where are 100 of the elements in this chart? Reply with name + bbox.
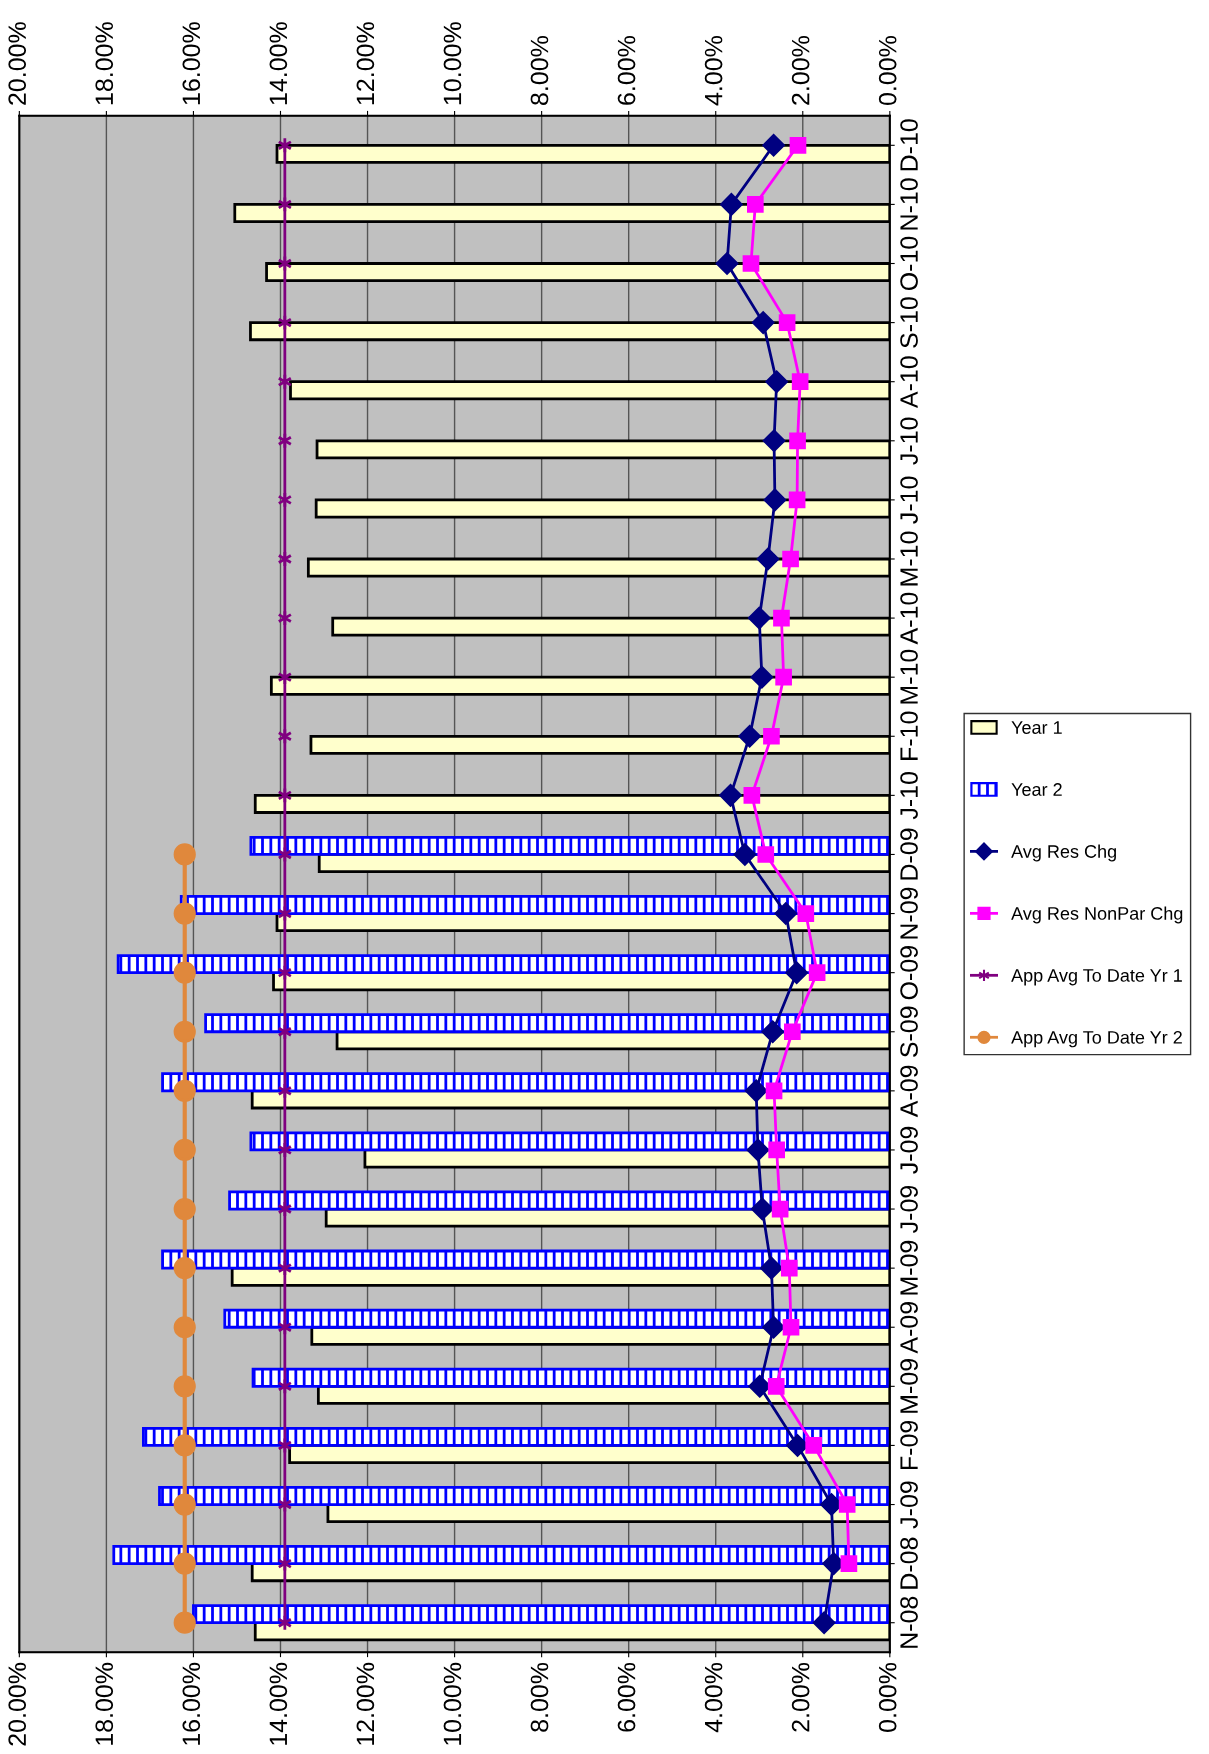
legend-label: Year 2 [1011, 783, 1062, 796]
x2-tick-label: 0.00% [878, 1662, 897, 1732]
bar [249, 835, 890, 856]
y-tick-label: A-10 [900, 592, 918, 645]
point [173, 902, 196, 925]
point [812, 1611, 836, 1634]
point [173, 1020, 196, 1043]
point [743, 787, 761, 804]
bar [249, 1131, 890, 1152]
point [782, 550, 799, 568]
y-tick-label: S-09 [900, 1006, 918, 1058]
x-tick-label: 4.00% [704, 36, 723, 106]
x2-tick-label: 4.00% [704, 1662, 723, 1733]
point [746, 1138, 770, 1162]
y-tick-label: N-08 [900, 1596, 918, 1648]
bar [251, 1367, 890, 1388]
y-tick-label: J-10 [900, 417, 918, 465]
point [763, 727, 780, 745]
x-tick-label: 10.00% [443, 22, 462, 105]
point [762, 1316, 785, 1339]
point [173, 961, 196, 984]
y-tick-label: A-09 [900, 1065, 918, 1118]
point [738, 725, 761, 748]
point [742, 255, 760, 272]
point [173, 1493, 196, 1516]
point [775, 668, 792, 686]
y-tick-label: F-09 [900, 1420, 918, 1470]
y-tick-label: M-10 [900, 649, 918, 704]
x-tick-label: 2.00% [791, 36, 810, 105]
y-tick-label: N-10 [900, 178, 918, 230]
point [784, 1023, 801, 1041]
y-tick-label: S-10 [900, 297, 918, 348]
point [763, 488, 787, 512]
x-tick-label: 8.00% [530, 36, 549, 105]
point [778, 314, 796, 331]
bar [158, 1486, 890, 1506]
point [173, 1375, 196, 1398]
point [768, 1141, 785, 1159]
point [747, 196, 764, 213]
point [173, 1257, 196, 1280]
point [733, 843, 757, 866]
legend-label: App Avg To Date Yr 2 [1011, 1031, 1182, 1048]
point [715, 252, 739, 275]
bar [161, 1249, 890, 1270]
point [173, 1552, 196, 1575]
point [767, 1378, 785, 1395]
y-tick-label: A-09 [900, 1302, 918, 1354]
point [173, 1434, 196, 1457]
x2-tick-label: 16.00% [182, 1662, 201, 1745]
x2-tick-label: 10.00% [443, 1662, 462, 1745]
y-tick-label: J-10 [900, 772, 918, 820]
bar [228, 1190, 890, 1211]
point [762, 429, 786, 452]
bar [161, 1072, 890, 1093]
bar [204, 1013, 890, 1034]
x2-tick-label: 2.00% [791, 1662, 810, 1732]
point [757, 846, 775, 863]
bar [223, 1308, 890, 1329]
legend-label: Avg Res Chg [1011, 844, 1116, 862]
x-tick-label: 0.00% [878, 36, 897, 106]
x-tick-label: 12.00% [356, 22, 375, 105]
point [805, 1437, 822, 1454]
y-tick-label: J-09 [900, 1481, 918, 1529]
point [173, 1611, 196, 1634]
y-tick-label: A-10 [900, 356, 918, 409]
point [756, 547, 780, 571]
point [797, 905, 815, 922]
y-tick-label: D-08 [900, 1537, 918, 1589]
point [751, 1197, 774, 1221]
point [748, 1375, 771, 1398]
point [750, 665, 774, 689]
legend-label: App Avg To Date Yr 1 [1011, 969, 1182, 986]
x2-tick-label: 20.00% [8, 1662, 27, 1746]
point [838, 1496, 856, 1513]
point [173, 1079, 196, 1102]
x2-tick-label: 6.00% [617, 1662, 636, 1732]
x2-tick-label: 12.00% [356, 1662, 375, 1745]
y-tick-label: M-09 [900, 1359, 918, 1413]
y-tick-label: N-09 [900, 887, 918, 939]
legend-label: Avg Res NonPar Chg [1011, 906, 1183, 924]
x-tick-label: 6.00% [617, 36, 636, 105]
point [791, 373, 809, 391]
y-tick-label: M-09 [900, 1240, 918, 1295]
point [762, 134, 785, 157]
point [785, 961, 808, 984]
point [173, 1316, 196, 1339]
y-tick-label: D-09 [900, 828, 918, 880]
point [719, 784, 742, 807]
bar [179, 895, 890, 915]
point [748, 606, 771, 630]
y-tick-label: O-09 [900, 946, 918, 1000]
bar [112, 1545, 890, 1566]
point [751, 311, 775, 334]
x-tick-label: 20.00% [8, 22, 27, 105]
point [744, 1079, 768, 1103]
point [840, 1555, 858, 1572]
point [765, 1082, 783, 1100]
y-tick-label: F-10 [900, 711, 918, 760]
y-tick-label: O-10 [900, 236, 918, 291]
point [761, 1020, 784, 1043]
